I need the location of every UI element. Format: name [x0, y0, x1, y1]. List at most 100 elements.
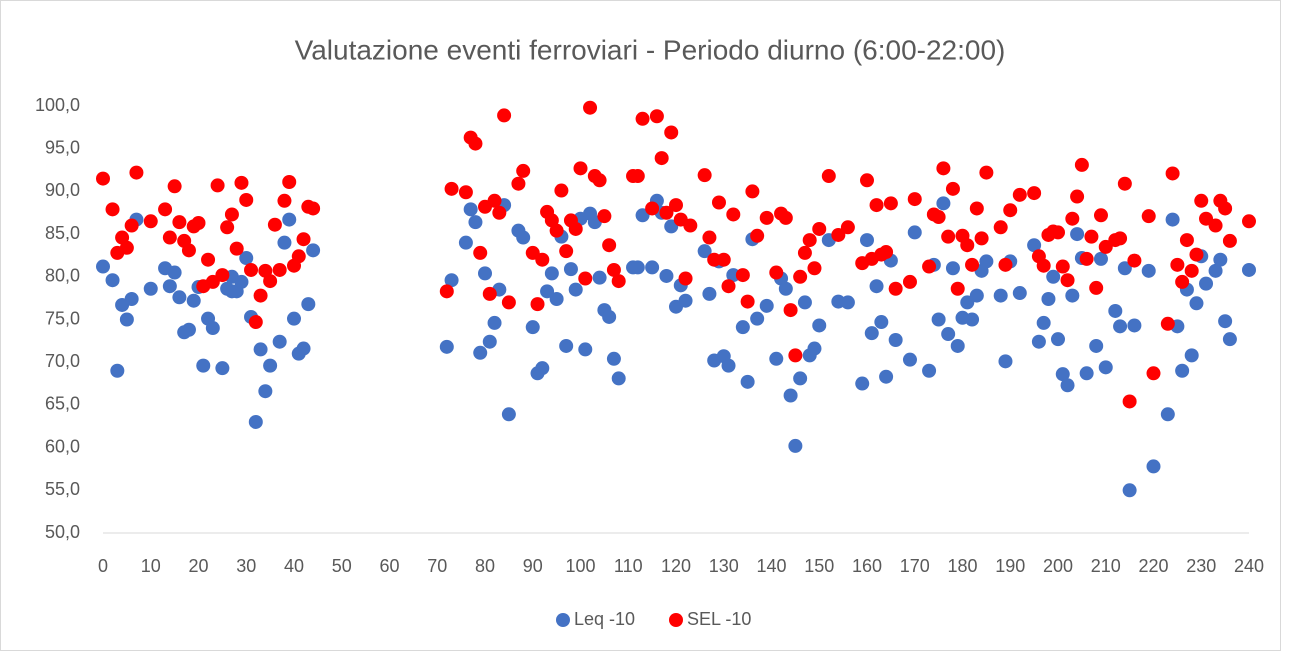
- data-point: [788, 438, 803, 453]
- y-tick-label: 90,0: [45, 180, 80, 200]
- data-point: [272, 334, 287, 349]
- data-point: [215, 361, 230, 376]
- x-tick-label: 220: [1138, 556, 1168, 576]
- data-point: [879, 245, 894, 260]
- data-point: [802, 233, 817, 248]
- data-point: [105, 273, 120, 288]
- data-point: [1060, 378, 1075, 393]
- data-point: [478, 266, 492, 281]
- data-point: [191, 215, 206, 230]
- data-point: [473, 345, 488, 360]
- data-point: [306, 201, 321, 216]
- data-point: [630, 169, 645, 184]
- data-point: [124, 218, 139, 233]
- legend-marker: [669, 613, 683, 627]
- data-point: [1070, 189, 1085, 204]
- data-point: [1079, 251, 1094, 266]
- data-point: [902, 352, 917, 367]
- x-tick-label: 50: [332, 556, 352, 576]
- x-tick-label: 170: [900, 556, 930, 576]
- data-point: [1041, 292, 1056, 307]
- data-point: [807, 261, 822, 276]
- data-point: [1055, 367, 1070, 382]
- data-point: [1222, 332, 1237, 347]
- data-point: [96, 171, 110, 186]
- data-point: [511, 176, 526, 191]
- y-tick-label: 55,0: [45, 479, 80, 499]
- data-point: [96, 259, 110, 274]
- data-point: [444, 181, 459, 196]
- data-point: [649, 109, 664, 124]
- data-point: [296, 232, 311, 247]
- data-point: [224, 207, 239, 222]
- data-point: [974, 231, 989, 246]
- data-point: [1060, 273, 1075, 288]
- data-point: [229, 241, 244, 256]
- data-point: [258, 384, 273, 399]
- data-point: [267, 217, 282, 232]
- data-point: [1127, 253, 1142, 268]
- data-point: [1122, 394, 1137, 409]
- data-point: [750, 228, 765, 243]
- data-point: [1036, 258, 1051, 273]
- data-point: [969, 201, 984, 216]
- data-point: [778, 210, 793, 225]
- data-point: [1218, 201, 1233, 216]
- data-point: [860, 233, 874, 248]
- y-tick-label: 65,0: [45, 394, 80, 414]
- data-point: [1165, 212, 1180, 227]
- data-point: [606, 351, 621, 366]
- y-tick-label: 100,0: [35, 95, 80, 115]
- data-point: [1170, 257, 1185, 272]
- data-point: [645, 260, 660, 275]
- data-point: [563, 262, 578, 277]
- data-point: [922, 259, 937, 274]
- data-point: [821, 169, 836, 184]
- data-point: [1208, 263, 1223, 278]
- data-point: [922, 363, 937, 378]
- data-point: [797, 295, 812, 310]
- data-point: [1208, 218, 1223, 233]
- data-point: [840, 295, 855, 310]
- data-point: [110, 363, 125, 378]
- data-point: [210, 178, 225, 193]
- data-point: [1108, 303, 1123, 318]
- data-point: [1070, 227, 1085, 242]
- data-point: [1113, 319, 1128, 334]
- data-point: [726, 207, 741, 222]
- data-point: [759, 210, 774, 225]
- data-point: [234, 175, 249, 190]
- data-point: [296, 341, 311, 356]
- data-point: [253, 342, 268, 357]
- data-point: [759, 298, 774, 313]
- data-point: [439, 284, 454, 299]
- data-point: [473, 245, 488, 260]
- data-point: [979, 165, 994, 180]
- data-point: [143, 281, 158, 296]
- x-tick-label: 110: [614, 556, 643, 576]
- data-point: [716, 252, 731, 267]
- data-point: [793, 371, 808, 386]
- data-point: [664, 125, 679, 140]
- data-point: [1003, 203, 1018, 218]
- x-tick-label: 100: [565, 556, 595, 576]
- data-point: [1079, 366, 1094, 381]
- y-tick-label: 60,0: [45, 436, 80, 456]
- legend-marker: [556, 613, 570, 627]
- data-point: [501, 295, 516, 310]
- data-point: [1194, 193, 1209, 208]
- data-point: [721, 279, 736, 294]
- data-point: [253, 288, 268, 303]
- data-point: [936, 196, 951, 211]
- data-point: [234, 274, 249, 289]
- data-point: [1027, 238, 1042, 253]
- data-point: [248, 414, 263, 429]
- data-point: [277, 235, 292, 250]
- data-point: [669, 198, 683, 213]
- legend-label: Leq -10: [574, 609, 635, 629]
- data-point: [1036, 315, 1051, 330]
- data-point: [530, 297, 545, 312]
- data-point: [659, 205, 674, 220]
- data-point: [960, 238, 975, 253]
